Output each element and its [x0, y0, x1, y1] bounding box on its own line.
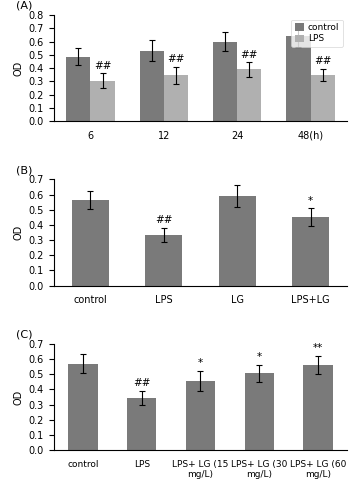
Text: *: * — [198, 358, 203, 368]
Bar — [292, 218, 329, 286]
Bar — [72, 200, 109, 286]
Text: ##: ## — [241, 50, 258, 59]
Text: (A): (A) — [15, 1, 32, 11]
Bar — [90, 80, 115, 121]
Bar — [140, 51, 164, 121]
Legend: control, LPS: control, LPS — [291, 20, 343, 47]
Bar — [219, 196, 256, 286]
Bar — [127, 398, 156, 450]
Text: (C): (C) — [15, 330, 32, 340]
Bar — [68, 364, 98, 450]
Bar — [245, 374, 274, 450]
Y-axis label: OD: OD — [13, 390, 23, 404]
Bar — [303, 365, 333, 450]
Bar — [311, 74, 335, 121]
Text: (B): (B) — [15, 165, 32, 175]
Bar — [286, 36, 311, 121]
Bar — [186, 381, 215, 450]
Text: *: * — [308, 196, 313, 205]
Text: ##: ## — [133, 378, 150, 388]
Text: ##: ## — [94, 61, 111, 71]
Text: ##: ## — [167, 54, 185, 64]
Text: ##: ## — [314, 56, 332, 66]
Bar — [66, 57, 90, 121]
Bar — [145, 235, 182, 286]
Y-axis label: OD: OD — [13, 60, 23, 76]
Text: *: * — [257, 352, 262, 362]
Text: **: ** — [313, 344, 323, 353]
Bar — [237, 70, 261, 121]
Text: ##: ## — [155, 215, 173, 225]
Bar — [213, 42, 237, 121]
Bar — [164, 76, 188, 121]
Y-axis label: OD: OD — [13, 225, 23, 240]
